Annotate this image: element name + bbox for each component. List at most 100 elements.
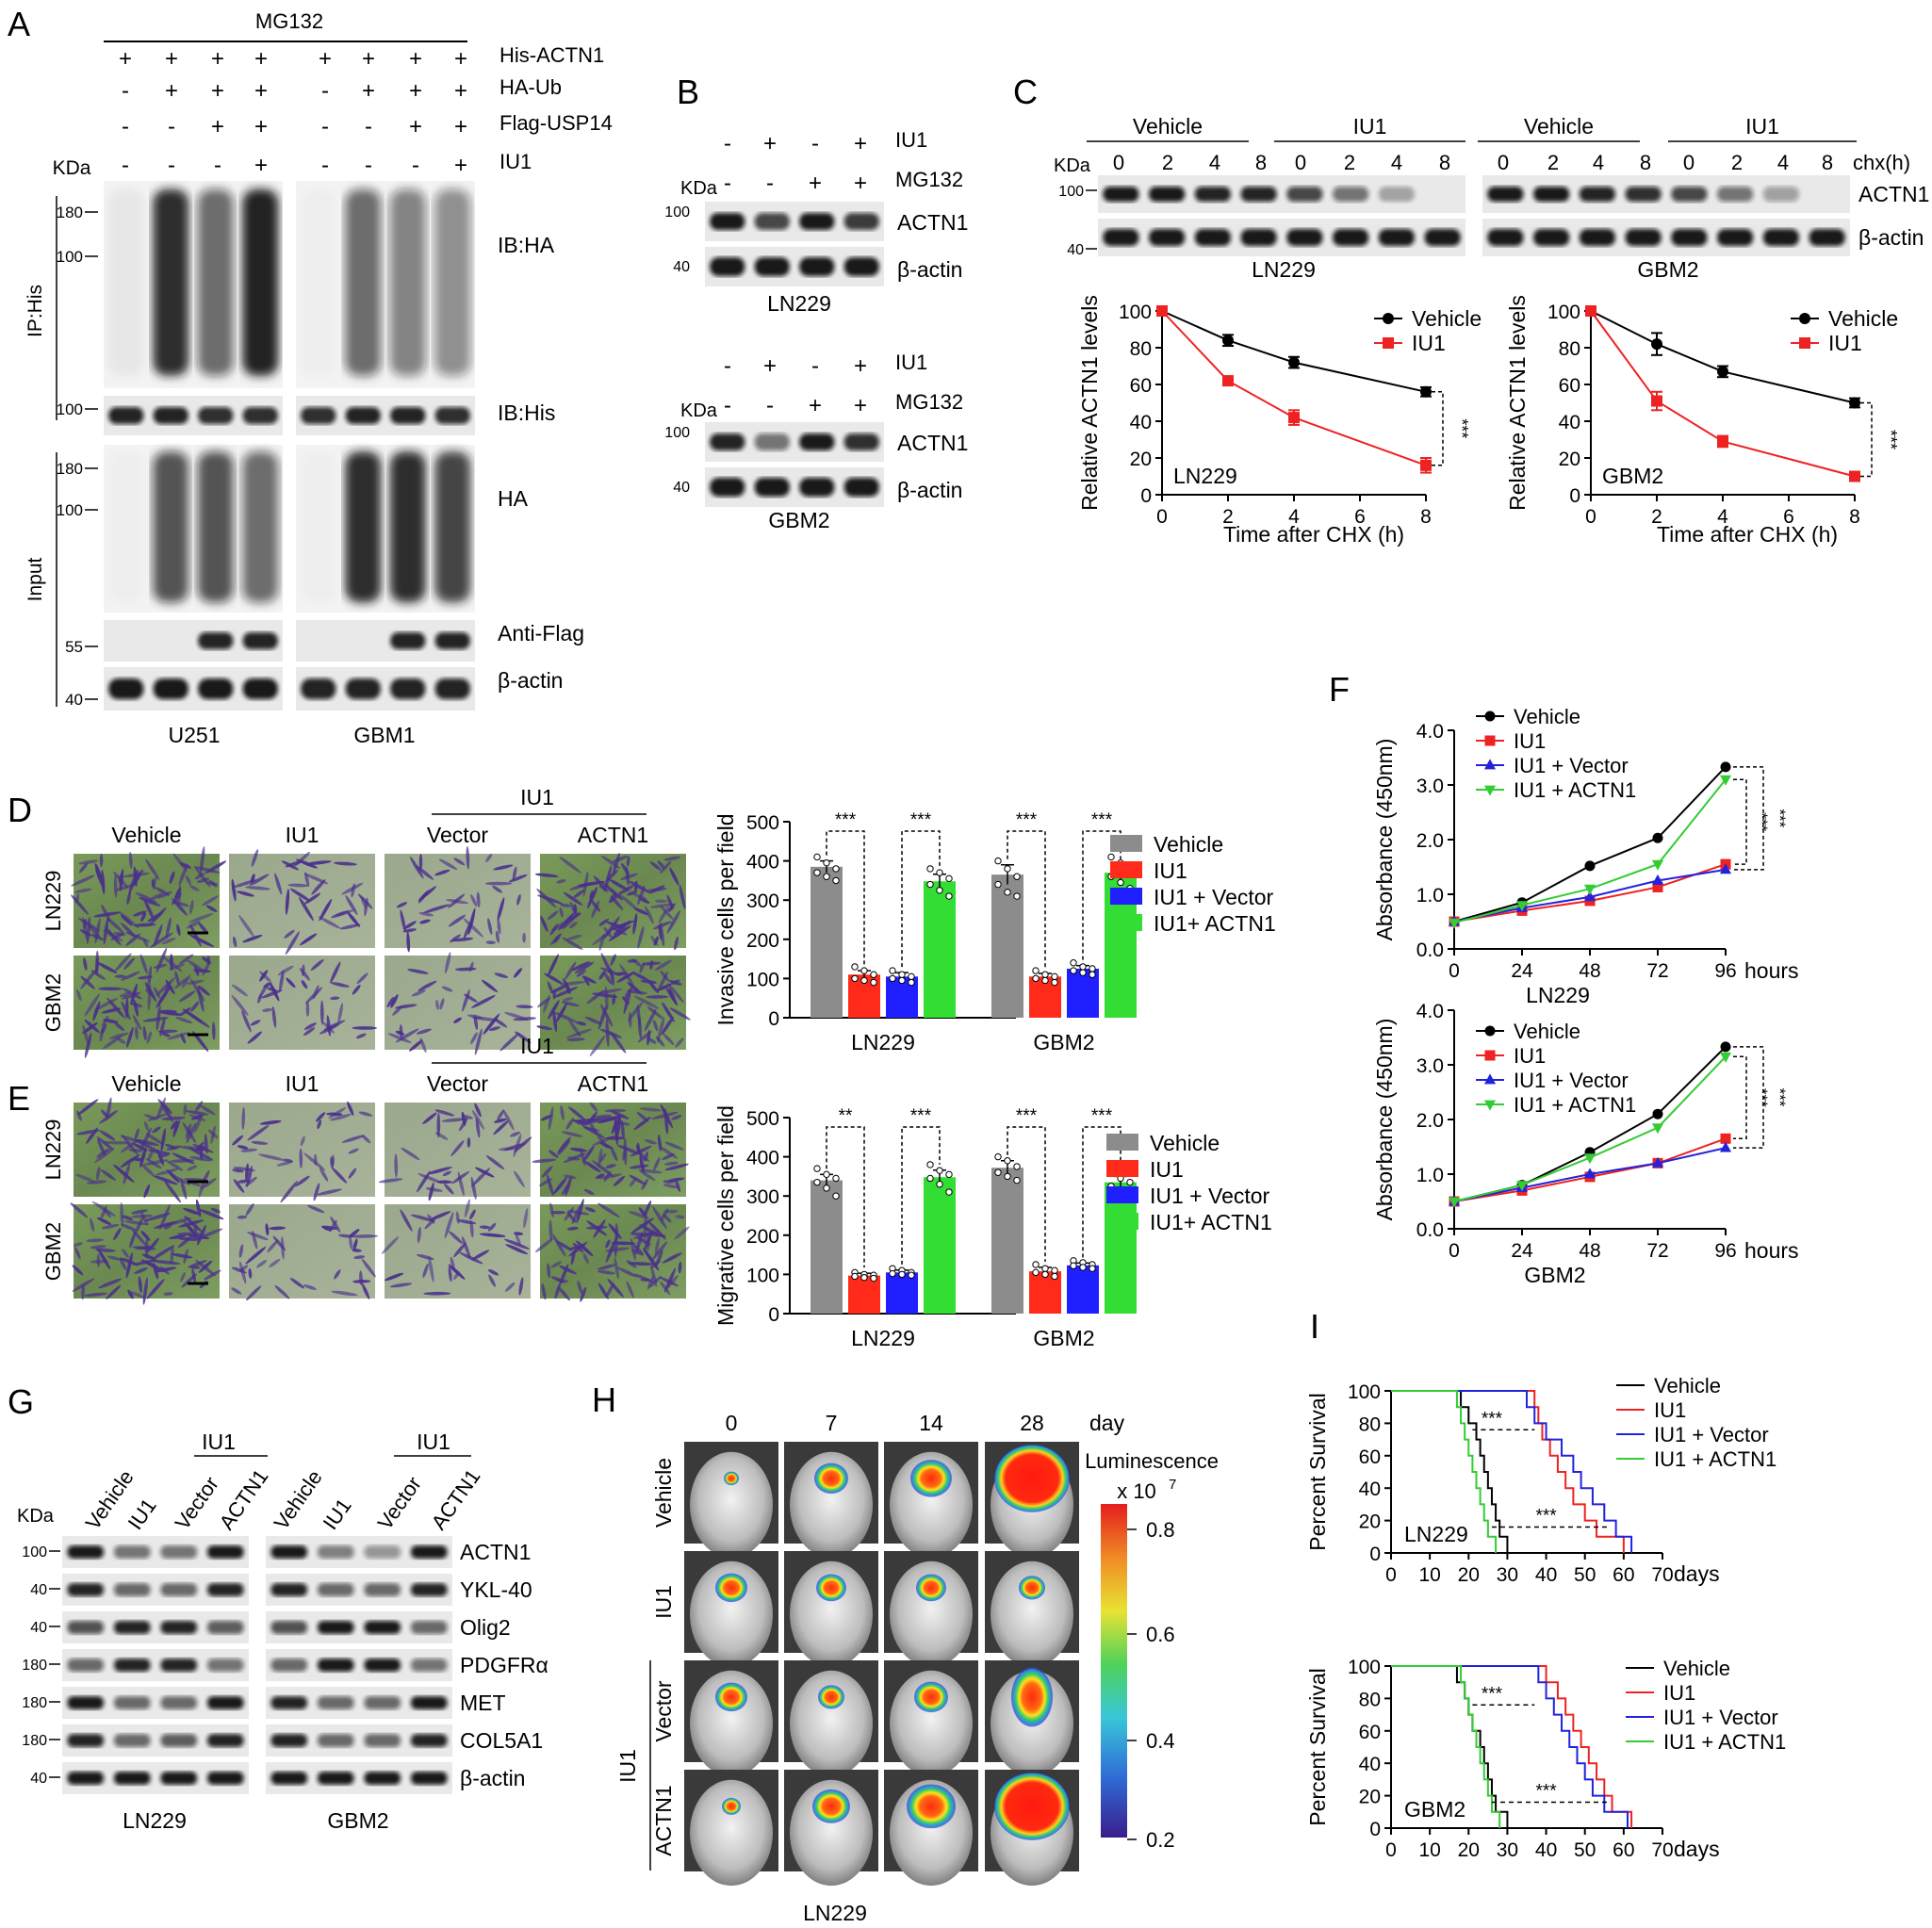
blot-label: ACTN1 — [897, 431, 968, 455]
cell-stain — [637, 925, 645, 949]
cell-stain — [591, 1114, 612, 1119]
legend-swatch — [1106, 1213, 1138, 1230]
blot-band — [301, 678, 336, 699]
data-dot — [945, 1188, 953, 1196]
cell-stain — [628, 880, 651, 894]
blot-band — [270, 1734, 308, 1747]
cell-stain — [657, 1134, 663, 1152]
cell-line-label: LN229 — [123, 1808, 187, 1833]
row-label: Vector — [651, 1680, 676, 1742]
blot-band — [242, 632, 278, 649]
cell-stain — [664, 1163, 689, 1171]
cell-stain — [96, 1166, 101, 1181]
cell-stain — [142, 1026, 147, 1041]
cell-stain — [74, 1173, 95, 1183]
cell-stain — [231, 1287, 242, 1295]
blot-band — [67, 1696, 105, 1709]
iu1-label: IU1 — [520, 1034, 554, 1058]
y-tick-label: 20 — [1359, 1511, 1381, 1533]
legend-label: IU1 + ACTN1 — [1514, 778, 1636, 802]
blot-band — [434, 678, 470, 699]
cell-stain — [147, 1237, 159, 1252]
cell-stain — [409, 856, 424, 879]
blot-band — [710, 213, 745, 230]
legend-swatch — [1106, 1134, 1138, 1151]
micrograph — [71, 846, 227, 948]
data-point — [1583, 884, 1596, 895]
cell-stain — [169, 871, 175, 884]
cell-stain — [165, 917, 172, 939]
cell-stain — [522, 932, 526, 943]
cell-stain — [122, 1249, 129, 1259]
micrograph — [70, 1199, 224, 1305]
bar — [1067, 1265, 1099, 1314]
cell-stain — [99, 1110, 118, 1124]
cell-stain — [313, 1183, 320, 1201]
cell-stain — [198, 1208, 224, 1220]
cell-stain — [630, 1238, 636, 1261]
condition-label: IU1 — [499, 150, 532, 173]
cell-stain — [172, 853, 188, 872]
data-point — [1583, 1153, 1596, 1165]
cell-stain — [560, 903, 571, 907]
cell-stain — [552, 1010, 558, 1033]
cell-stain — [598, 1173, 623, 1180]
smear-lane — [242, 451, 279, 603]
cell-stain — [444, 952, 451, 974]
cell-stain — [86, 1238, 104, 1243]
survival-curve — [1391, 1665, 1501, 1828]
ip-his-blot-gbm1 — [296, 396, 475, 435]
iu1-group-label: IU1 — [615, 1749, 640, 1783]
row-label: ACTN1 — [651, 1785, 676, 1855]
cell-stain — [120, 1154, 140, 1168]
cell-stain — [331, 1290, 358, 1297]
cell-stain — [197, 985, 210, 996]
row-label: GBM2 — [41, 1222, 65, 1281]
cell-stain — [628, 1211, 649, 1219]
sign-cell: - — [724, 353, 731, 379]
blot-band — [67, 1583, 105, 1596]
series-line — [1590, 310, 1856, 478]
blot-band — [113, 1696, 151, 1709]
cell-stain — [462, 989, 470, 1012]
marker-label: 180 — [22, 1658, 47, 1674]
cell-stain — [626, 856, 630, 867]
cell-stain — [146, 1031, 153, 1044]
data-dot — [936, 1181, 943, 1188]
micrograph — [385, 846, 531, 953]
g-blot-ln229 — [62, 1611, 249, 1643]
time-label: 2 — [1162, 151, 1173, 174]
cell-line-label: GBM1 — [353, 723, 415, 747]
cell-stain — [186, 979, 205, 985]
cell-stain — [303, 892, 321, 905]
bioluminescence-image — [784, 1660, 878, 1777]
cell-stain — [83, 918, 88, 929]
sign-cell: - — [321, 153, 329, 178]
x-tick-label: 40 — [1535, 1564, 1557, 1586]
micrograph — [382, 1199, 531, 1299]
blot-band — [206, 1621, 244, 1634]
blot-band — [710, 257, 745, 276]
cell-stain — [569, 922, 578, 929]
cell-stain — [485, 1155, 505, 1170]
cell-stain — [348, 1148, 359, 1154]
cell-stain — [109, 1032, 129, 1039]
cell-stain — [143, 899, 155, 921]
x-tick-label: 0 — [1156, 506, 1168, 528]
cell-stain — [99, 1130, 116, 1141]
data-dot — [1051, 1266, 1058, 1274]
blot-label: β-actin — [897, 257, 962, 282]
cell-stain — [552, 1234, 566, 1257]
cell-stain — [622, 1148, 627, 1161]
cell-stain — [82, 1022, 98, 1034]
data-dot — [926, 1174, 934, 1183]
marker-label: 40 — [65, 691, 83, 709]
data-dot — [889, 974, 896, 983]
cell-stain — [153, 987, 161, 999]
cell-stain — [163, 1292, 173, 1296]
cell-stain — [633, 1273, 654, 1283]
cell-stain — [310, 959, 324, 971]
cell-stain — [81, 1283, 85, 1300]
blot-band — [410, 1772, 448, 1785]
cell-stain — [185, 1110, 209, 1116]
